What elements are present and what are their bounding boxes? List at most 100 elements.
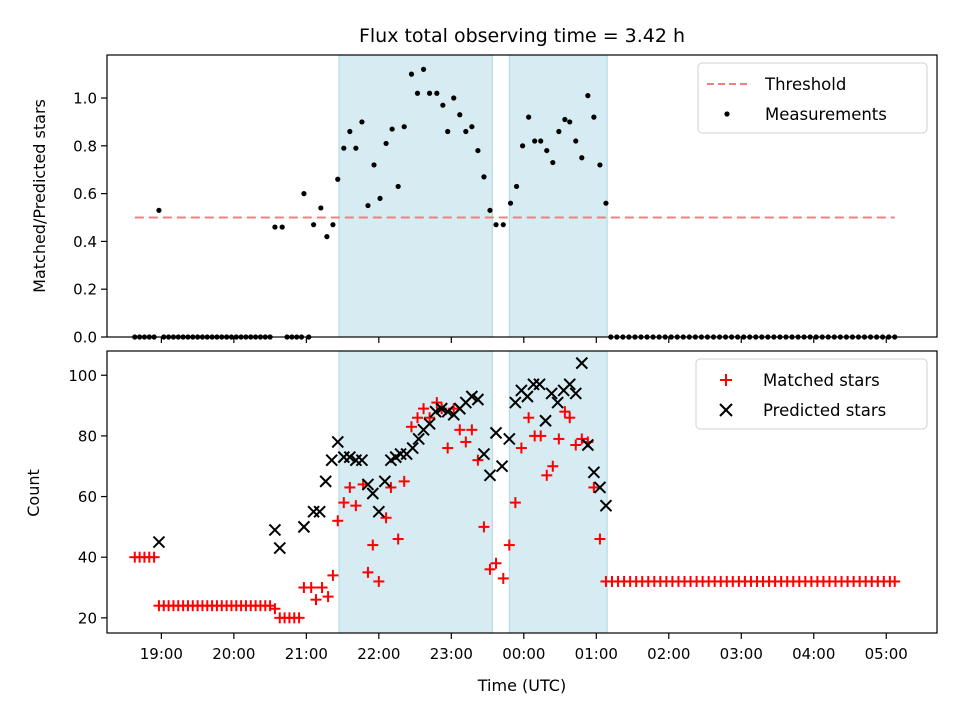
- predicted-star-point: [412, 432, 425, 446]
- ratio-y-tick-label: 0.0: [73, 329, 97, 347]
- matched-star-point: [559, 406, 571, 418]
- measurement-point: [526, 114, 532, 120]
- x-tick-label: 22:00: [357, 645, 400, 663]
- predicted-star-point: [563, 378, 576, 391]
- measurement-point: [156, 207, 162, 213]
- measurement-point: [591, 114, 597, 120]
- matched-star-point: [553, 433, 565, 445]
- ratio-y-tick-label: 0.8: [73, 137, 97, 155]
- measurement-point: [301, 191, 307, 197]
- highlight-band-2: [508, 54, 608, 338]
- count-legend-box: [695, 358, 928, 430]
- predicted-star-point: [355, 453, 369, 467]
- count-y-tick-label: 60: [78, 488, 97, 506]
- legend-matched-label: Matched stars: [763, 371, 880, 390]
- count-plot-frame: [106, 350, 938, 634]
- measurement-point: [414, 90, 421, 96]
- predicted-star-point: [268, 523, 282, 537]
- measurement-point: [457, 112, 463, 118]
- measurement-point: [500, 222, 506, 228]
- measurement-point: [401, 124, 407, 130]
- ratio-y-tick-label: 0.2: [73, 281, 97, 299]
- matched-star-point: [442, 442, 454, 454]
- ratio-y-axis: 0.0 0.2 0.4 0.6 0.8 1.0: [73, 90, 107, 347]
- matched-star-point: [344, 481, 356, 493]
- predicted-star-point: [313, 505, 326, 518]
- predicted-star-point: [599, 499, 613, 512]
- count-y-axis-label: Count: [24, 469, 43, 517]
- matched-star-point: [338, 497, 350, 509]
- ratio-x-ticks: [160, 337, 887, 343]
- measurement-point: [420, 66, 427, 72]
- matched-star-point: [385, 481, 397, 493]
- matched-star-point: [576, 433, 588, 445]
- ratio-legend-box: [697, 62, 928, 134]
- measurement-point: [585, 93, 591, 99]
- measurement-point: [318, 205, 324, 211]
- matched-star-point: [484, 563, 496, 575]
- predicted-star-point: [372, 505, 386, 518]
- count-y-tick-label: 20: [78, 609, 97, 627]
- matched-stars-series: [129, 397, 901, 624]
- matched-star-point: [594, 533, 606, 545]
- matched-star-point: [466, 424, 478, 436]
- count-y-tick-label: 100: [68, 367, 97, 385]
- predicted-star-point: [509, 396, 522, 409]
- measurement-point: [463, 128, 469, 135]
- measurement-point: [579, 155, 585, 161]
- ratio-y-axis-label: Matched/Predicted stars: [30, 99, 49, 293]
- ratio-legend: Threshold Measurements: [697, 62, 928, 134]
- highlight-band-1: [338, 350, 493, 634]
- matched-star-point: [509, 497, 521, 509]
- matched-star-point: [460, 436, 472, 448]
- matched-star-point: [316, 582, 328, 594]
- x-tick-label: 04:00: [792, 645, 835, 663]
- x-tick-label: 00:00: [502, 645, 545, 663]
- measurement-point: [550, 159, 556, 166]
- predicted-star-point: [273, 541, 286, 555]
- ratio-y-tick-label: 0.4: [73, 233, 97, 251]
- predicted-star-point: [152, 535, 166, 549]
- legend-matched-swatch: [720, 374, 732, 386]
- ratio-y-tick-label: 1.0: [73, 90, 97, 108]
- matched-star-point: [541, 469, 553, 481]
- measurement-point: [532, 138, 538, 144]
- measurement-point: [279, 224, 285, 230]
- predicted-star-point: [503, 432, 516, 446]
- measurement-point: [395, 183, 401, 190]
- predicted-star-point: [319, 475, 332, 488]
- matched-star-point: [405, 421, 417, 433]
- predicted-star-point: [343, 450, 357, 464]
- measurement-point: [603, 200, 609, 206]
- count-panel: 20 40 60 80 100 19:00 20:00 21:00 22:00 23:00 00:…: [24, 350, 938, 695]
- matched-star-point: [490, 557, 502, 569]
- matched-star-point: [535, 430, 547, 442]
- measurement-point: [481, 174, 487, 180]
- measurement-point: [377, 195, 383, 201]
- measurement-point: [272, 224, 278, 230]
- legend-predicted-label: Predicted stars: [763, 401, 886, 420]
- matched-star-point: [472, 454, 484, 466]
- predicted-star-point: [423, 417, 436, 430]
- measurement-point: [341, 145, 347, 151]
- predicted-star-point: [331, 435, 344, 449]
- matched-star-point: [889, 575, 901, 587]
- matched-star-point: [547, 460, 559, 472]
- x-tick-label: 02:00: [647, 645, 690, 663]
- matched-star-point: [424, 412, 436, 424]
- matched-star-point: [570, 439, 582, 451]
- ratio-panel: 0.0 0.2 0.4 0.6 0.8 1.0 Flux total observing …: [30, 25, 938, 347]
- measurement-point: [573, 138, 579, 144]
- predicted-star-point: [489, 426, 503, 440]
- legend-threshold-label: Threshold: [764, 75, 846, 94]
- measurement-point: [469, 124, 475, 130]
- measurement-point: [597, 162, 603, 168]
- x-tick-label: 05:00: [865, 645, 908, 663]
- matched-star-point: [350, 500, 362, 512]
- predicted-star-point: [483, 469, 497, 482]
- measurement-point: [335, 176, 341, 182]
- measurement-point: [383, 140, 389, 147]
- chart-title: Flux total observing time = 3.42 h: [359, 25, 685, 47]
- measurement-point: [567, 119, 573, 125]
- legend-measurements-swatch: [724, 111, 730, 117]
